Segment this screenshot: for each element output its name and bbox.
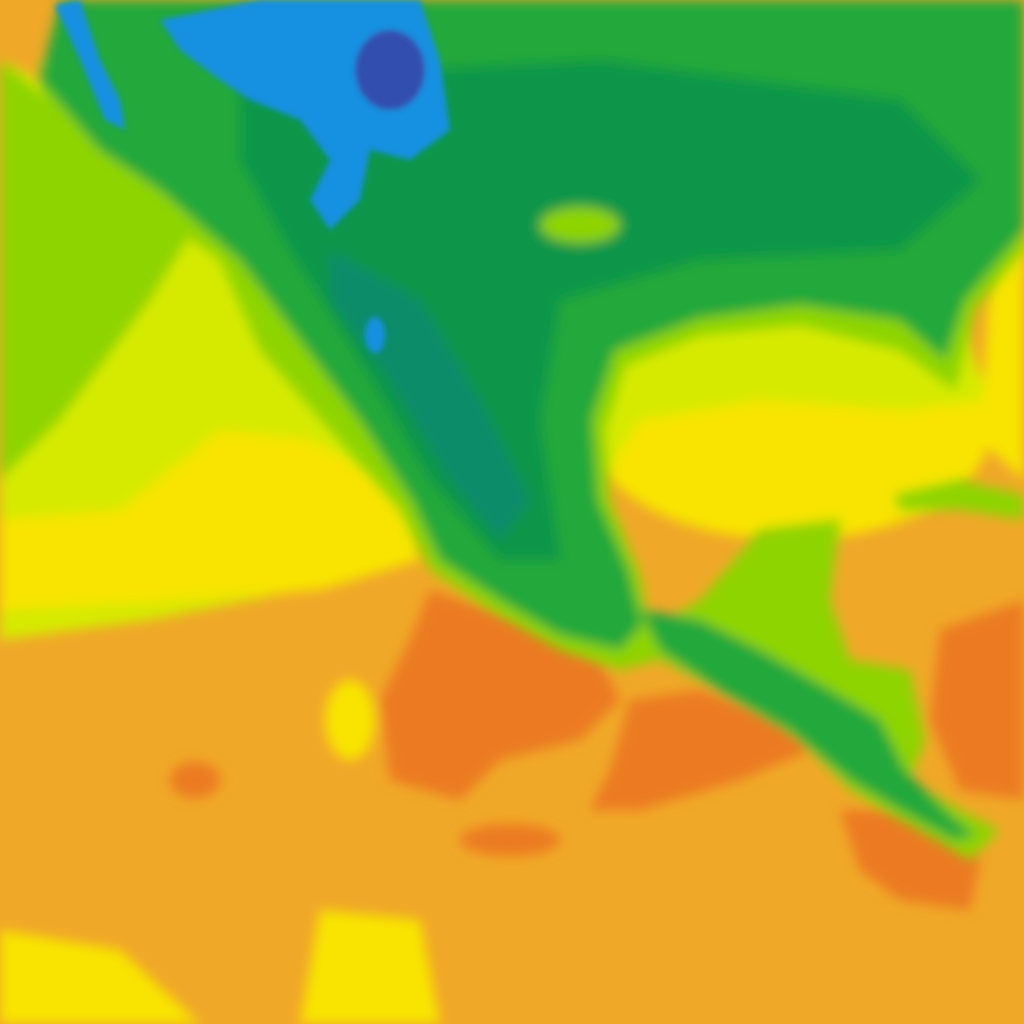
cold-strip-northwest [55,0,125,130]
yucatan-lime [745,525,835,640]
lime-west-coast [0,60,200,480]
cold-core [355,30,425,110]
hot-patch-small-south [460,824,560,856]
hot-patch-south [590,690,810,810]
hot-patch-small-west [170,762,220,798]
cuba-lime [895,480,1024,520]
hot-patch-caribbean [930,600,1024,800]
east-coast-warm [980,240,1024,480]
cold-spot-small [365,317,385,353]
warm-plains-patch [540,207,620,243]
yellow-pacific-band [0,430,420,610]
yellow-southern-band [0,910,440,1024]
yellow-islet [325,680,375,760]
central-america-green [640,610,975,840]
